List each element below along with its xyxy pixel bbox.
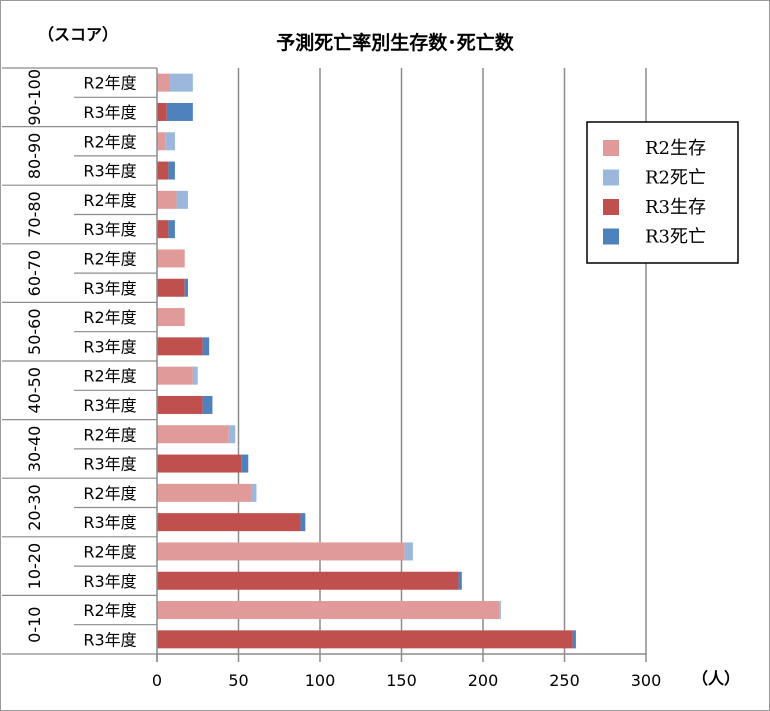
score-group-label: 50-60: [25, 308, 44, 355]
bar-death: [184, 278, 188, 297]
bar-survive: [157, 161, 169, 180]
row-label: R3年度: [83, 513, 136, 532]
legend-swatch: [603, 199, 619, 215]
x-tick-label: 150: [386, 671, 417, 690]
bar-survive: [157, 366, 193, 385]
row-label: R2年度: [83, 308, 136, 327]
bar-survive: [157, 601, 500, 620]
bar-death: [251, 483, 257, 502]
bar-survive: [157, 395, 203, 414]
chart-title: 予測死亡率別生存数･死亡数: [276, 31, 515, 54]
row-label: R2年度: [83, 367, 136, 386]
people-unit-label: （人）: [692, 669, 740, 688]
score-group-label: 20-30: [25, 484, 44, 531]
x-tick-label: 300: [631, 671, 662, 690]
bar-survive: [157, 513, 301, 532]
bar-death: [572, 630, 576, 649]
bar-survive: [157, 425, 229, 444]
bar-death: [241, 454, 249, 473]
legend-swatch: [603, 228, 619, 245]
legend: R2生存 R2死亡 R3生存 R3死亡: [586, 121, 739, 264]
bar-survive: [157, 190, 177, 209]
row-label: R3年度: [83, 572, 136, 591]
row-label: R3年度: [83, 455, 136, 474]
legend-swatch: [603, 140, 619, 156]
bar-survive: [157, 132, 166, 151]
bar-survive: [157, 454, 242, 473]
score-group-label: 90-100: [25, 69, 44, 126]
legend-label: R2生存: [645, 138, 706, 159]
row-label: R3年度: [83, 337, 136, 356]
x-tick-label: 50: [228, 671, 248, 690]
score-group-label: 60-70: [25, 250, 44, 297]
bar-death: [165, 132, 175, 151]
row-label: R3年度: [83, 103, 136, 122]
bar-survive: [157, 220, 169, 239]
row-label: R3年度: [83, 220, 136, 239]
legend-label: R3死亡: [645, 227, 706, 248]
bar-death: [228, 425, 236, 444]
x-tick-label: 0: [152, 671, 162, 690]
row-label: R2年度: [83, 542, 136, 561]
row-label: R2年度: [83, 425, 136, 444]
row-label: R2年度: [83, 191, 136, 210]
row-label: R2年度: [83, 74, 136, 93]
row-label: R2年度: [83, 132, 136, 151]
score-group-label: 30-40: [25, 426, 44, 473]
bar-death: [202, 395, 213, 414]
bars: [157, 73, 576, 649]
legend-label: R3生存: [645, 197, 706, 218]
score-unit-label: （スコア）: [38, 25, 118, 44]
bar-survive: [157, 337, 203, 356]
row-label: R2年度: [83, 484, 136, 503]
x-tick-label: 200: [468, 671, 499, 690]
bar-survive: [157, 102, 167, 121]
score-group-label: 0-10: [25, 607, 44, 643]
bar-death: [404, 542, 413, 561]
bar-death: [170, 73, 193, 92]
bar-survive: [157, 630, 573, 649]
legend-label: R2死亡: [645, 168, 706, 189]
score-group-label: 40-50: [25, 367, 44, 414]
bar-survive: [157, 483, 252, 502]
bar-death: [192, 366, 198, 385]
bar-survive: [157, 571, 459, 590]
row-label: R3年度: [83, 630, 136, 649]
bar-death: [168, 161, 175, 180]
category-labels: R2年度 R3年度 R2年度 R3年度 R2年度 R3年度 R2年度 R3年度 R2年度 R3年度…: [25, 69, 137, 649]
score-group-label: 70-80: [25, 191, 44, 238]
axes: [2, 67, 647, 662]
row-label: R3年度: [83, 162, 136, 181]
bar-death: [300, 513, 306, 532]
row-label: R2年度: [83, 249, 136, 268]
bar-death: [176, 190, 188, 209]
x-tick-label: 100: [305, 671, 336, 690]
x-tick-label: 250: [549, 671, 580, 690]
x-tick-labels: 0 50 100 150 200 250 300: [152, 671, 661, 690]
score-group-label: 80-90: [25, 133, 44, 180]
gridlines: [237, 68, 647, 654]
legend-swatch: [603, 169, 619, 186]
bar-death: [499, 601, 501, 620]
row-label: R2年度: [83, 601, 136, 620]
bar-death: [202, 337, 210, 356]
bar-death: [166, 102, 193, 121]
bar-death: [458, 571, 462, 590]
bar-survive: [157, 278, 185, 297]
row-label: R3年度: [83, 279, 136, 298]
bar-survive: [157, 542, 405, 561]
bar-survive: [157, 249, 185, 268]
bar-death: [168, 220, 175, 239]
bar-survive: [157, 308, 185, 327]
bar-survive: [157, 73, 171, 92]
score-group-label: 10-20: [25, 543, 44, 590]
row-label: R3年度: [83, 396, 136, 415]
